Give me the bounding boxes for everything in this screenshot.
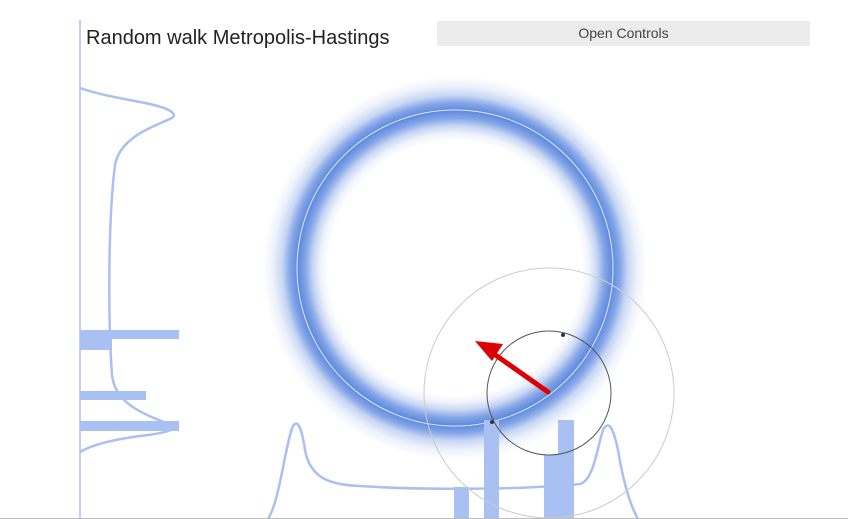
page-title: Random walk Metropolis-Hastings — [86, 27, 390, 49]
arrow-icon — [475, 341, 551, 395]
y-histogram-bar — [80, 391, 146, 400]
target-density-ring — [263, 76, 647, 460]
proposal-inner-circle — [486, 330, 612, 456]
y-histogram-bar — [80, 330, 179, 339]
open-controls-button[interactable]: Open Controls — [437, 21, 810, 46]
x-histogram — [454, 420, 574, 519]
y-histogram-bar — [80, 421, 179, 431]
sample-point — [490, 420, 494, 424]
x-histogram-bar — [544, 455, 558, 519]
y-histogram — [80, 330, 179, 431]
x-histogram-bar — [558, 420, 574, 519]
y-marginal-curve — [79, 86, 177, 454]
y-histogram-bar — [80, 339, 112, 350]
sample-point — [561, 333, 565, 337]
x-histogram-bar — [454, 487, 469, 519]
x-histogram-bar — [484, 420, 499, 519]
